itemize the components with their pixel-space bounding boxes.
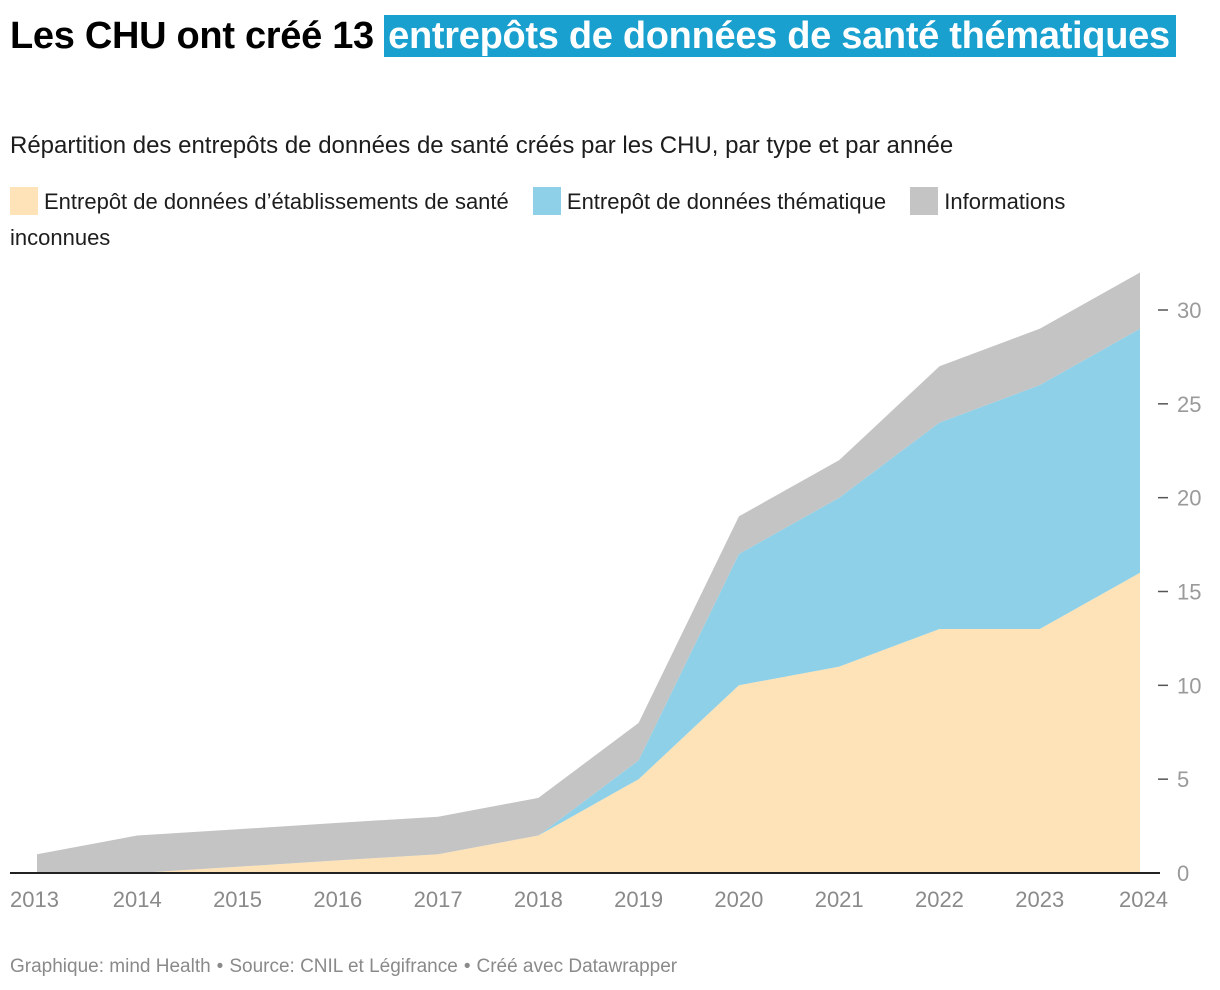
x-tick-label: 2023 (1015, 887, 1064, 912)
legend-swatch (10, 187, 38, 215)
x-tick-label: 2020 (714, 887, 763, 912)
footer-graphic-credit: Graphique: mind Health (10, 956, 211, 977)
chart-title: Les CHU ont créé 13 entrepôts de données… (10, 10, 1190, 62)
legend-swatch (532, 187, 561, 215)
x-tick-label: 2017 (414, 887, 463, 912)
x-tick-label: 2013 (10, 887, 59, 912)
legend-swatch (910, 187, 939, 215)
title-highlight: entrepôts de données de santé thématique… (384, 15, 1176, 57)
x-tick-label: 2018 (514, 887, 563, 912)
legend-label: Entrepôt de données d’établissements de … (44, 189, 509, 214)
x-tick-label: 2022 (915, 887, 964, 912)
legend-label: Entrepôt de données thématique (566, 189, 887, 214)
x-tick-label: 2015 (213, 887, 262, 912)
footer-separator: • (463, 956, 471, 977)
footer-made-with: Créé avec Datawrapper (476, 956, 678, 977)
y-tick-label: 5 (1177, 767, 1189, 792)
footer-source: Source: CNIL et Légifrance (229, 956, 458, 977)
x-tick-label: 2019 (614, 887, 663, 912)
stacked-area-chart: 0 5 10 15 20 25 30 2013 2014 2015 2016 2017 2018 2019… (10, 272, 1201, 912)
legend-label: Informations inconnues (10, 189, 1066, 250)
area-series-thematique (37, 328, 1140, 873)
y-tick-label: 10 (1177, 673, 1201, 698)
y-tick-label: 15 (1177, 580, 1201, 605)
legend-item-etablissements: Entrepôt de données d’établissements de … (10, 187, 509, 215)
chart-subtitle: Répartition des entrepôts de données de … (10, 132, 954, 159)
y-tick-label: 0 (1177, 861, 1189, 886)
y-tick-label: 20 (1177, 486, 1201, 511)
title-prefix: Les CHU ont créé 13 (10, 15, 374, 57)
x-tick-label: 2021 (815, 887, 864, 912)
x-tick-label: 2016 (313, 887, 362, 912)
y-tick-label: 25 (1177, 392, 1201, 417)
y-tick-label: 30 (1177, 298, 1201, 323)
footer-separator: • (216, 956, 224, 977)
x-tick-label: 2014 (113, 887, 162, 912)
legend: Entrepôt de données d’établissements de … (10, 184, 1160, 256)
legend-item-thematique: Entrepôt de données thématique (532, 187, 887, 215)
x-tick-label: 2024 (1119, 887, 1168, 912)
area-series-inconnues (37, 272, 1140, 873)
area-series-etablissements (37, 572, 1140, 873)
legend-item-inconnues: Informations inconnues (10, 187, 1066, 250)
footer: Graphique: mind Health • Source: CNIL et L… (10, 954, 677, 980)
